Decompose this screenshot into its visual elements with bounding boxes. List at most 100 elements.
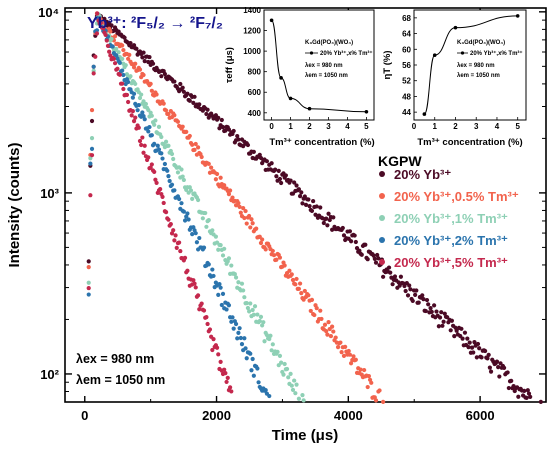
data-point xyxy=(210,347,215,353)
scatter-points-group xyxy=(86,11,543,405)
y-tick-label: 10⁴ xyxy=(38,5,59,20)
data-point xyxy=(220,125,226,130)
x-tick-label: 4000 xyxy=(334,408,363,423)
data-point xyxy=(91,71,96,76)
data-point xyxy=(268,333,273,338)
data-point xyxy=(120,81,125,86)
data-point xyxy=(376,256,381,261)
data-point xyxy=(223,371,228,376)
data-point xyxy=(179,201,184,206)
data-point xyxy=(299,190,304,195)
data-point xyxy=(372,256,377,261)
data-point xyxy=(137,138,143,144)
data-point xyxy=(239,281,245,286)
data-point xyxy=(263,388,268,393)
data-point xyxy=(219,117,224,123)
data-point xyxy=(142,117,147,122)
data-point xyxy=(292,180,297,185)
data-point xyxy=(290,387,296,393)
data-point xyxy=(185,268,190,273)
legend-label: 20% Yb³⁺,5% Tm³⁺ xyxy=(394,255,508,270)
data-point xyxy=(362,367,367,373)
data-point xyxy=(525,388,530,393)
data-point xyxy=(416,300,421,305)
data-point xyxy=(270,248,275,254)
data-point xyxy=(216,292,221,298)
data-point xyxy=(211,337,216,342)
data-point xyxy=(86,292,91,297)
data-point xyxy=(371,253,376,258)
data-point xyxy=(137,95,143,101)
data-point xyxy=(167,178,172,184)
inset-data-point xyxy=(453,25,458,30)
data-point xyxy=(307,203,312,209)
data-point xyxy=(93,54,98,59)
data-point xyxy=(218,359,223,364)
data-point xyxy=(256,380,261,385)
data-point xyxy=(116,50,121,55)
data-point xyxy=(388,270,393,275)
data-point xyxy=(301,297,306,302)
data-point xyxy=(359,252,364,257)
data-point xyxy=(248,301,253,306)
x-tick-label: 0 xyxy=(81,408,88,423)
data-point xyxy=(171,156,176,162)
data-point xyxy=(269,348,274,353)
data-point xyxy=(162,71,167,77)
data-point xyxy=(133,115,138,120)
data-point xyxy=(429,309,434,314)
data-point xyxy=(343,344,348,349)
data-point xyxy=(279,360,284,365)
data-point xyxy=(89,118,95,124)
data-point xyxy=(390,282,395,287)
data-point xyxy=(528,394,533,399)
data-point xyxy=(185,91,190,96)
data-point xyxy=(220,253,226,258)
data-point xyxy=(94,28,100,33)
data-point xyxy=(277,176,283,182)
data-point xyxy=(279,180,284,186)
data-point xyxy=(120,68,125,73)
data-point xyxy=(312,312,317,318)
data-point xyxy=(191,278,196,283)
data-point xyxy=(335,345,341,350)
data-point xyxy=(172,238,177,243)
legend-title: KGPW xyxy=(378,153,422,169)
data-point xyxy=(365,257,370,262)
inset-y-tick-label: 64 xyxy=(402,30,411,39)
data-point xyxy=(236,280,241,285)
data-point xyxy=(98,20,103,26)
inset-efficiency-ylabel: ηT (%) xyxy=(382,50,393,79)
y-tick-label: 10² xyxy=(40,367,59,382)
data-point xyxy=(195,293,201,298)
data-point xyxy=(130,95,135,100)
data-point xyxy=(88,193,93,198)
data-point xyxy=(197,235,202,241)
data-point xyxy=(386,265,392,270)
data-point xyxy=(142,143,147,148)
data-point xyxy=(294,382,299,387)
data-point xyxy=(373,398,379,403)
data-point xyxy=(432,303,437,308)
data-point xyxy=(163,209,169,215)
data-point xyxy=(309,297,315,302)
inset-efficiency-legend-line2: 20% Yb³⁺,x% Tm³⁺ xyxy=(470,50,523,57)
data-point xyxy=(282,361,287,367)
data-point xyxy=(244,221,249,226)
data-point xyxy=(107,20,112,25)
data-point xyxy=(191,100,196,105)
inset-data-point xyxy=(364,109,369,114)
data-point xyxy=(449,318,455,323)
data-point xyxy=(102,21,107,26)
data-point xyxy=(159,151,164,156)
data-point xyxy=(471,350,476,355)
data-point xyxy=(169,182,175,187)
data-point xyxy=(413,292,418,298)
data-point xyxy=(109,23,114,28)
data-point xyxy=(178,81,183,87)
data-point xyxy=(326,211,331,216)
data-point xyxy=(156,147,162,152)
inset-y-tick-label: 400 xyxy=(248,109,262,118)
inset-y-tick-label: 68 xyxy=(402,14,411,23)
data-point xyxy=(288,178,293,183)
